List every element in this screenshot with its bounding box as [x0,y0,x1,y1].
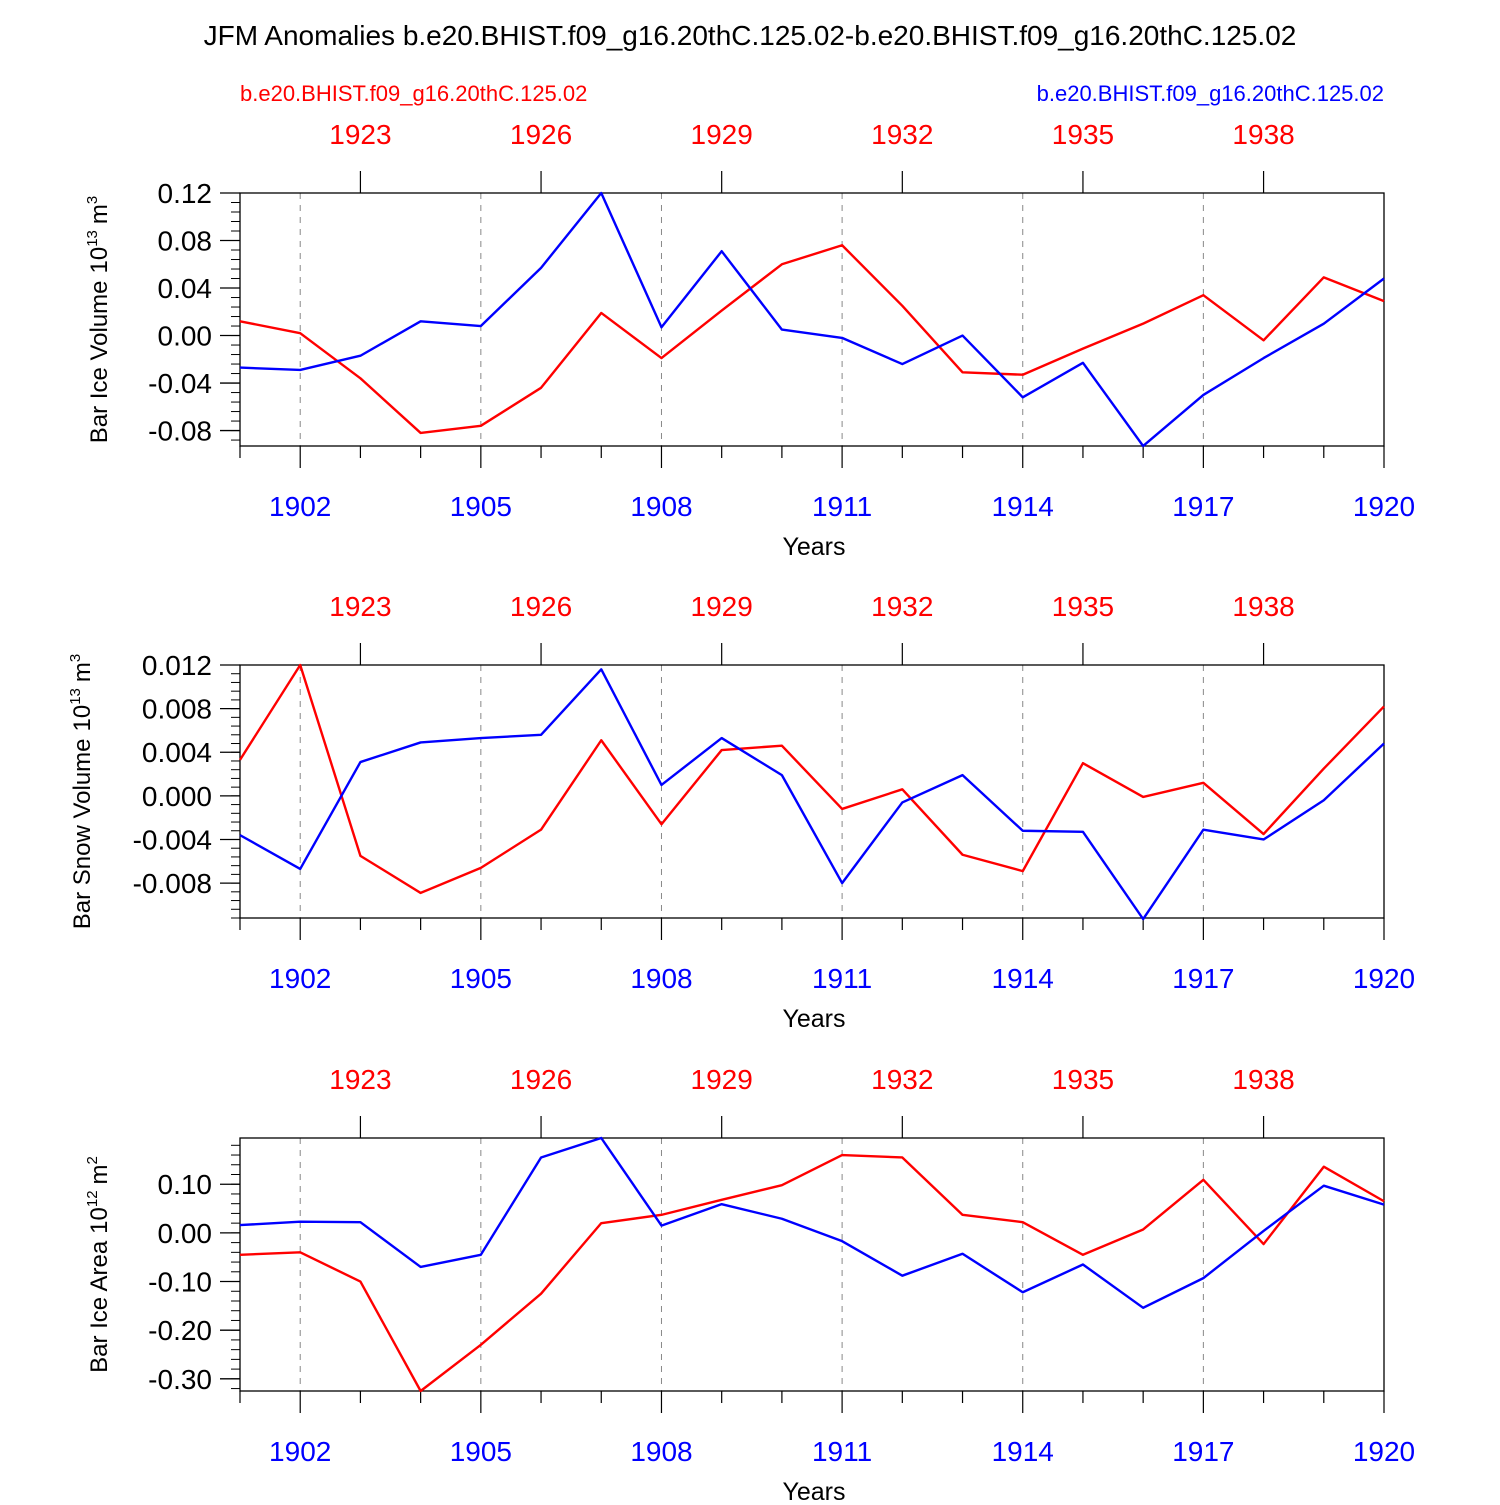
x-tick-label-bottom: 1905 [450,963,512,994]
y-tick-label: -0.008 [133,868,212,899]
x-tick-label-top: 1935 [1052,591,1114,622]
y-axis-unit-m: m [86,204,113,224]
x-tick-label-bottom: 1920 [1353,963,1415,994]
x-tick-label-top: 1932 [871,591,933,622]
x-tick-label-top: 1926 [510,591,572,622]
y-axis-label-name: Bar Snow Volume [69,738,96,929]
plot-frame [239,664,1385,919]
x-tick-label-top: 1935 [1052,1064,1114,1095]
x-tick-label-bottom: 1902 [269,963,331,994]
chart-title: JFM Anomalies b.e20.BHIST.f09_g16.20thC.… [204,20,1297,51]
series-red-line [239,244,1385,435]
x-tick-label-bottom: 1905 [450,491,512,522]
plot-frame [239,1137,1385,1392]
x-tick-label-bottom: 1917 [1172,491,1234,522]
chart-panel-3: 1902 1905 1908 1911 1914 1917 1920 1923 1926 1929… [84,1064,1415,1505]
y-axis-unit-m-exp: 2 [84,1156,101,1164]
y-tick-label: -0.10 [148,1267,212,1298]
x-tick-label-top: 1932 [871,1064,933,1095]
y-tick-label: 0.012 [142,650,212,681]
x-tick-label-bottom: 1914 [992,1436,1054,1467]
y-axis-label-name: Bar Ice Area [86,1240,113,1373]
x-tick-label-bottom: 1920 [1353,1436,1415,1467]
x-tick-label-bottom: 1911 [812,491,872,522]
x-tick-label-bottom: 1914 [992,963,1054,994]
x-tick-label-top: 1923 [329,1064,391,1095]
x-tick-label-top: 1926 [510,1064,572,1095]
legend-label-left: b.e20.BHIST.f09_g16.20thC.125.02 [240,81,587,106]
x-tick-label-bottom: 1914 [992,491,1054,522]
chart-panel-2: 1902 1905 1908 1911 1914 1917 1920 1923 1926 1929… [67,591,1415,1033]
x-tick-label-bottom: 1920 [1353,491,1415,522]
plot-frame [239,192,1385,447]
x-axis-label: Years [782,533,845,561]
y-tick-label: 0.008 [142,694,212,725]
x-tick-label-bottom: 1908 [630,1436,692,1467]
series-blue-line [239,1136,1385,1310]
x-tick-label-bottom: 1911 [812,963,872,994]
y-axis-unit-base: 10 [69,705,96,732]
x-tick-label-top: 1932 [871,119,933,150]
x-tick-label-top: 1929 [691,591,753,622]
y-tick-label: 0.000 [142,781,212,812]
y-axis-label: Bar Ice Volume 1013 m3 [84,196,113,443]
x-axis-label: Years [782,1478,845,1500]
x-tick-label-bottom: 1911 [812,1436,872,1467]
y-tick-label: 0.00 [158,1218,213,1249]
y-axis-label: Bar Ice Area 1012 m2 [84,1156,113,1373]
y-tick-label: 0.12 [158,178,213,209]
y-tick-label: 0.00 [158,321,213,352]
series-red-line [238,663,1385,895]
x-tick-label-bottom: 1908 [630,963,692,994]
series-blue-line [239,668,1385,921]
y-axis-unit-m: m [69,662,96,682]
y-axis-unit-m-exp: 3 [67,654,84,662]
y-tick-label: -0.08 [148,416,212,447]
y-tick-label: 0.10 [158,1169,213,1200]
y-tick-label: -0.04 [148,368,212,399]
series-blue-line [239,191,1385,448]
y-axis-label-name: Bar Ice Volume [86,280,113,443]
x-tick-label-bottom: 1917 [1172,963,1234,994]
x-tick-label-top: 1923 [329,591,391,622]
chart-panel-1: 1902 1905 1908 1911 1914 1917 1920 1923 1926 1929… [84,119,1415,561]
y-axis-unit-exp: 12 [84,1190,101,1207]
x-tick-label-bottom: 1917 [1172,1436,1234,1467]
legend-label-right: b.e20.BHIST.f09_g16.20thC.125.02 [1037,81,1384,106]
x-tick-label-top: 1938 [1232,1064,1294,1095]
y-axis-unit-base: 10 [86,1207,113,1234]
y-axis-unit-m: m [86,1164,113,1184]
x-tick-label-bottom: 1908 [630,491,692,522]
x-tick-label-bottom: 1902 [269,491,331,522]
x-tick-label-bottom: 1902 [269,1436,331,1467]
x-tick-label-top: 1938 [1232,119,1294,150]
x-tick-label-top: 1938 [1232,591,1294,622]
x-tick-label-bottom: 1905 [450,1436,512,1467]
x-tick-label-top: 1923 [329,119,391,150]
panels: 1902 1905 1908 1911 1914 1917 1920 1923 1926 1929… [67,119,1415,1505]
y-tick-label: -0.20 [148,1315,212,1346]
series-red-line [239,1153,1385,1393]
y-tick-label: -0.004 [133,824,212,855]
x-tick-label-top: 1929 [691,1064,753,1095]
y-axis-unit-exp: 13 [67,688,84,705]
y-tick-label: -0.30 [148,1364,212,1395]
x-tick-label-top: 1929 [691,119,753,150]
x-axis-label: Years [782,1005,845,1033]
y-tick-label: 0.08 [158,226,213,257]
y-axis-unit-exp: 13 [84,230,101,247]
y-axis-label: Bar Snow Volume 1013 m3 [67,654,96,930]
x-tick-label-top: 1926 [510,119,572,150]
x-tick-label-top: 1935 [1052,119,1114,150]
y-axis-unit-base: 10 [86,247,113,274]
y-tick-label: 0.04 [158,273,213,304]
y-axis-unit-m-exp: 3 [84,196,101,204]
y-tick-label: 0.004 [142,737,212,768]
